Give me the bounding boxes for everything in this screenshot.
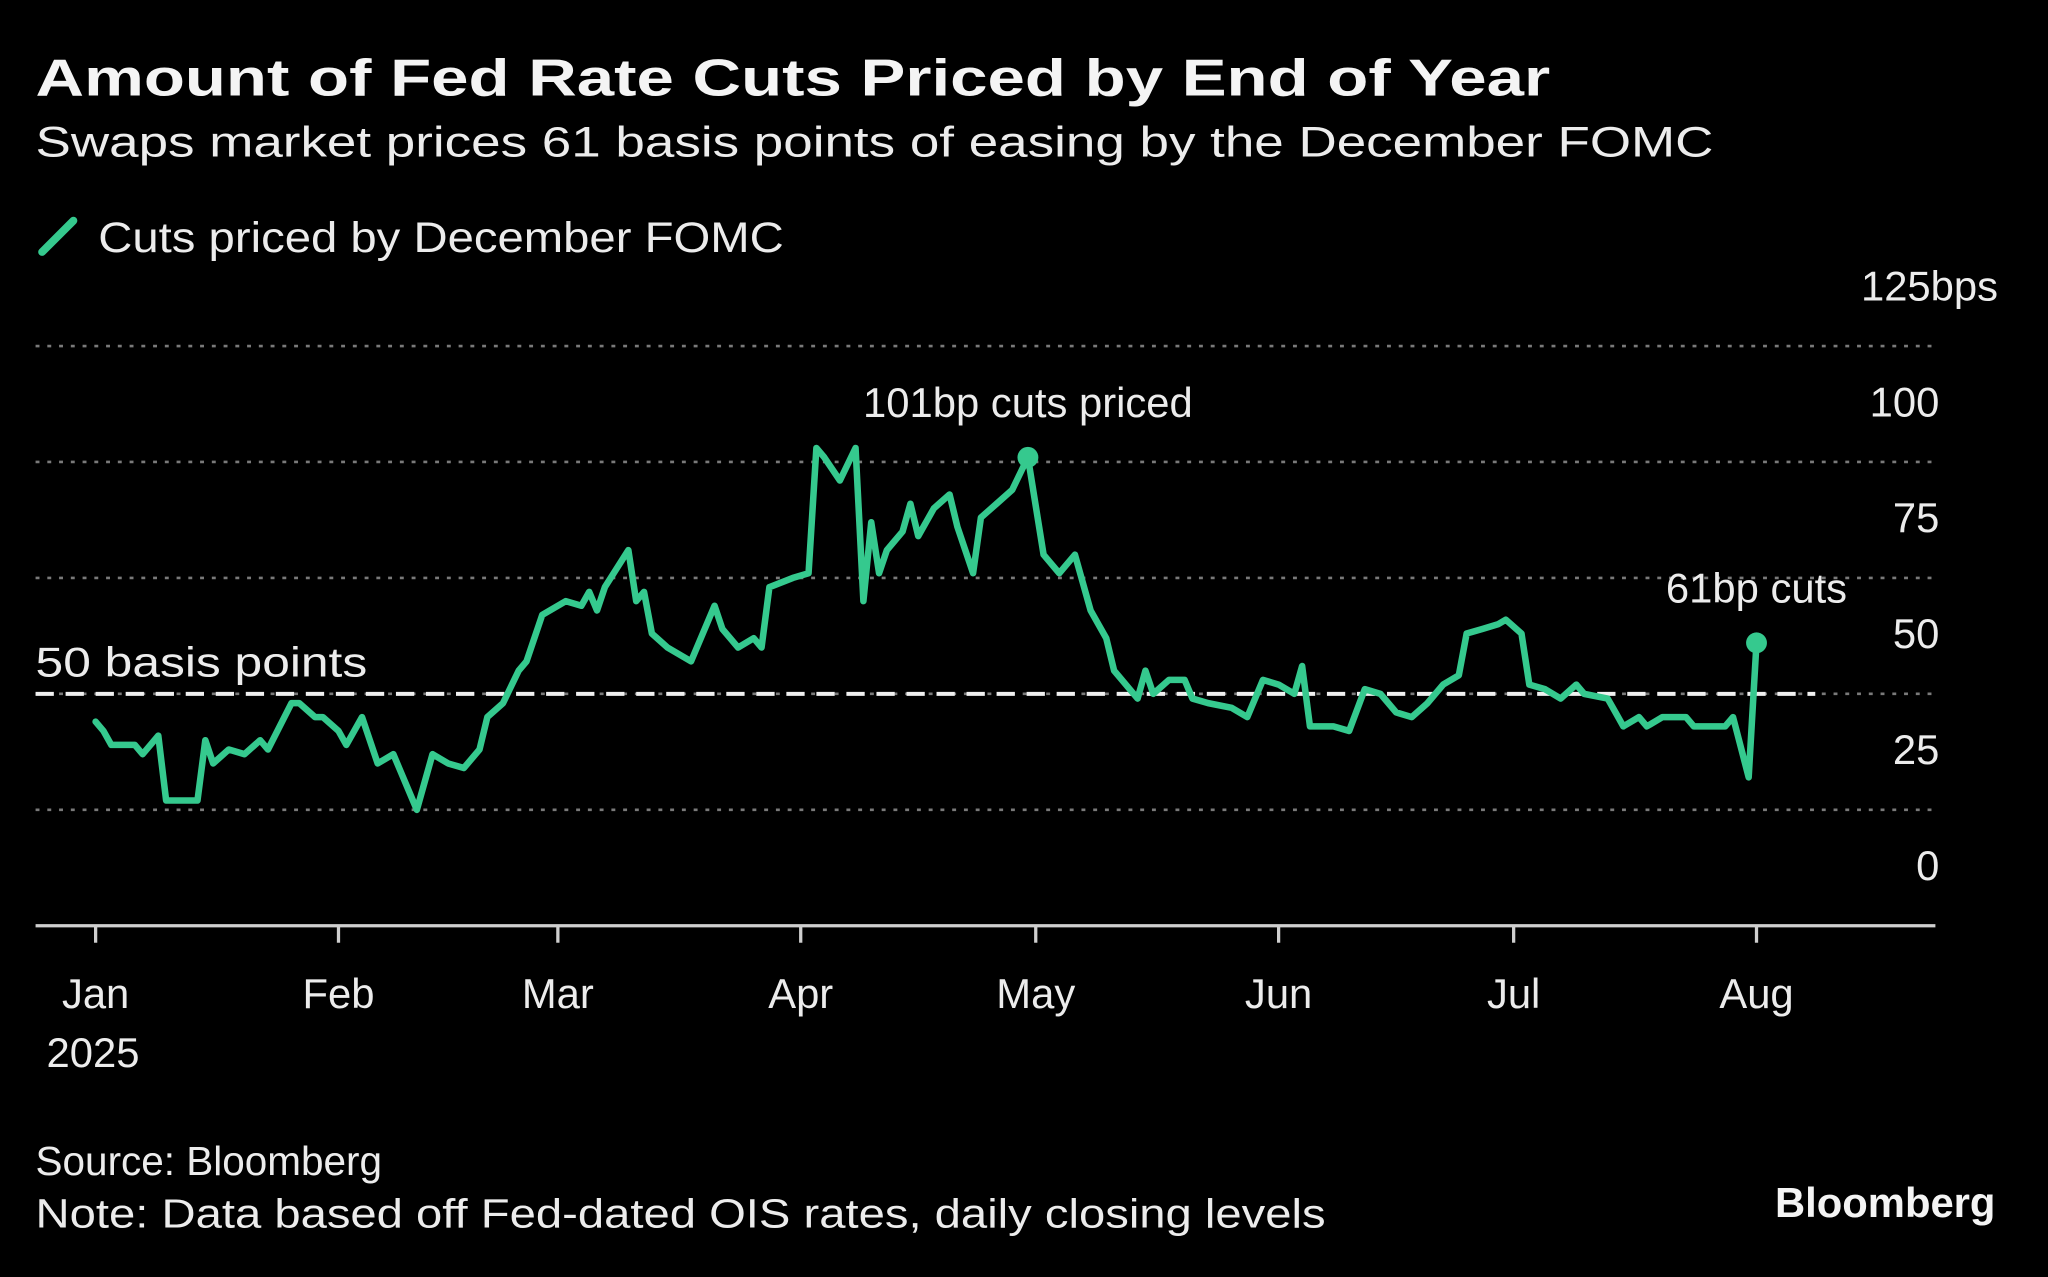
y-tick-label: 50 [1893, 610, 1939, 657]
y-tick-label: 75 [1893, 494, 1939, 541]
legend-label: Cuts priced by December FOMC [98, 214, 784, 262]
y-tick-label: 100 [1870, 378, 1940, 425]
bloomberg-logo: Bloomberg [1775, 1179, 1995, 1226]
x-tick-label: Feb [303, 970, 375, 1017]
annotation-label: 61bp cuts [1666, 564, 1847, 611]
x-tick-label: Mar [522, 970, 594, 1017]
legend: Cuts priced by December FOMC [38, 214, 784, 262]
data-note: Note: Data based off Fed-dated OIS rates… [36, 1190, 1326, 1236]
y-tick-label: 125bps [1861, 262, 1998, 309]
chart-title: Amount of Fed Rate Cuts Priced by End of… [36, 49, 1551, 107]
y-tick-label: 25 [1893, 726, 1939, 773]
x-tick-label: Aug [1719, 970, 1793, 1017]
x-year-label: 2025 [47, 1029, 140, 1076]
annotation-dot [1746, 632, 1767, 654]
chart-subtitle: Swaps market prices 61 basis points of e… [36, 119, 1714, 167]
x-tick-label: Apr [768, 970, 833, 1017]
reference-line-label: 50 basis points [36, 638, 368, 685]
annotation-label: 101bp cuts priced [863, 379, 1193, 426]
legend-line-icon [38, 216, 78, 256]
annotations: 101bp cuts priced 61bp cuts [863, 379, 1847, 654]
x-tick-label: Jun [1245, 970, 1312, 1017]
x-axis: Jan Feb Mar Apr May Jun Jul Aug [62, 925, 1794, 1017]
series-line [92, 444, 1760, 814]
source-note: Source: Bloomberg [36, 1138, 382, 1184]
y-axis-labels: 0 25 50 75 100 125bps [1861, 262, 1998, 889]
x-tick-label: Jul [1487, 970, 1540, 1017]
y-tick-label: 0 [1916, 842, 1939, 889]
x-tick-label: May [996, 970, 1075, 1017]
annotation-dot [1017, 446, 1039, 468]
x-tick-label: Jan [62, 970, 129, 1017]
